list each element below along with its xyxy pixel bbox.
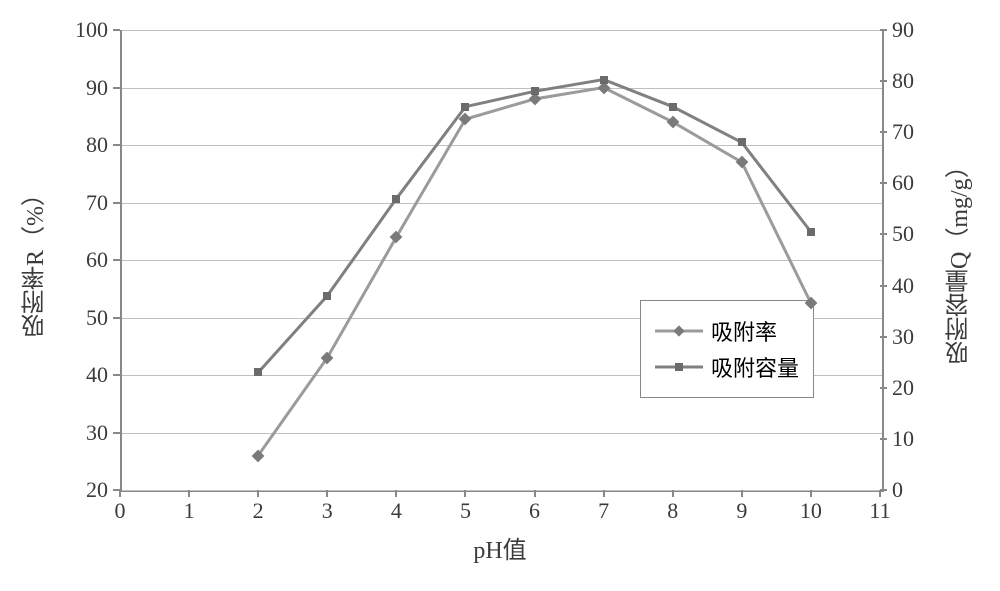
square-marker (600, 76, 608, 84)
square-marker (254, 368, 262, 376)
series-line (258, 88, 811, 456)
series-line (258, 80, 811, 373)
chart-root: 吸附率R（%） 吸附容量Q（mg/g） pH值 吸附率吸附容量 20304050… (0, 0, 1000, 591)
square-marker (323, 292, 331, 300)
square-marker (807, 228, 815, 236)
square-marker (531, 87, 539, 95)
square-marker (392, 195, 400, 203)
square-marker (461, 103, 469, 111)
square-marker (669, 103, 677, 111)
series-lines (0, 0, 1000, 591)
square-marker (738, 138, 746, 146)
